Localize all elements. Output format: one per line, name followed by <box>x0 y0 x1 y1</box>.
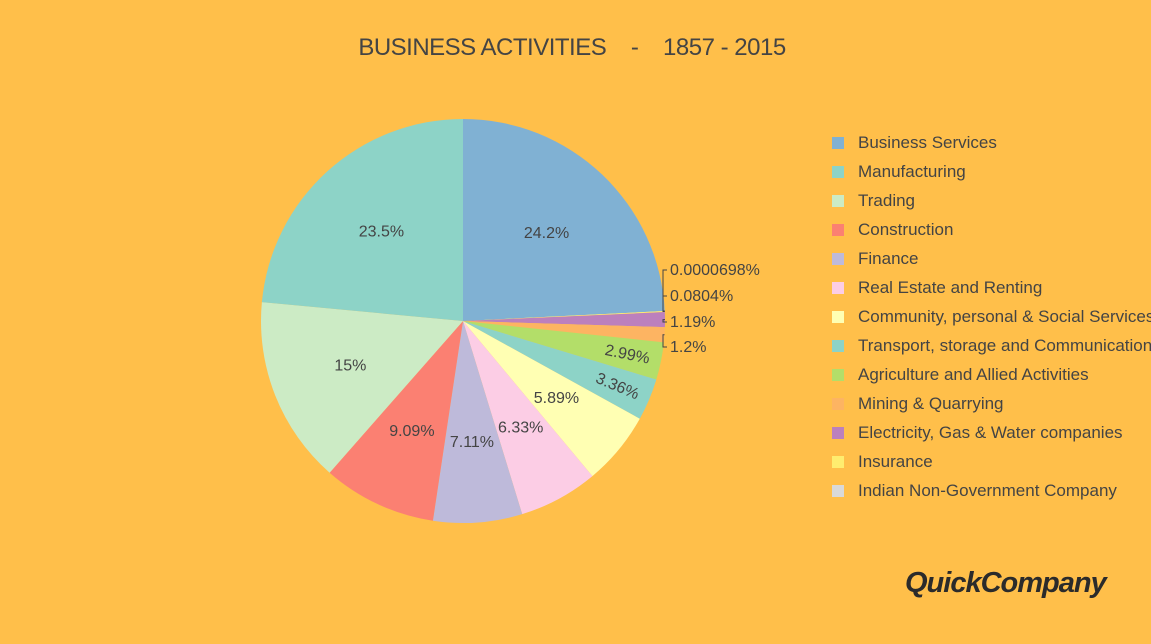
pie-slice-finance <box>432 321 523 523</box>
quickcompany-logo: QuickCompany <box>905 567 1107 599</box>
legend-item-real-estate-and-renting[interactable]: Real Estate and Renting <box>832 273 1151 302</box>
legend-swatch <box>832 281 844 294</box>
legend-swatch <box>832 455 844 468</box>
legend-item-community-personal-social-services[interactable]: Community, personal & Social Services <box>832 302 1151 331</box>
legend-item-indian-non-government-company[interactable]: Indian Non-Government Company <box>832 476 1151 505</box>
legend-swatch <box>832 136 844 149</box>
slice-label-trading: 15% <box>334 358 366 375</box>
legend-item-insurance[interactable]: Insurance <box>832 447 1151 476</box>
pie-slice-electricity-gas-water-companies <box>463 312 665 328</box>
leader-line-mining-quarrying <box>662 334 667 348</box>
legend-item-business-services[interactable]: Business Services <box>832 128 1151 157</box>
legend-label: Agriculture and Allied Activities <box>858 364 1089 384</box>
slice-label-insurance: 0.0804% <box>670 288 733 305</box>
pie-slice-construction <box>329 321 463 521</box>
legend-label: Community, personal & Social Services <box>858 306 1151 326</box>
legend-label: Finance <box>858 248 919 268</box>
legend-label: Insurance <box>858 451 933 471</box>
legend-label: Electricity, Gas & Water companies <box>858 422 1123 442</box>
pie-slice-mining-quarrying <box>463 321 665 343</box>
legend-swatch <box>832 397 844 410</box>
slice-label-business-services: 24.2% <box>524 225 569 242</box>
pie-slice-agriculture-and-allied-activities <box>463 321 664 380</box>
legend-swatch <box>832 426 844 439</box>
legend-item-trading[interactable]: Trading <box>832 186 1151 215</box>
legend-item-transport-storage-and-communications[interactable]: Transport, storage and Communications <box>832 331 1151 360</box>
legend-label: Mining & Quarrying <box>858 393 1004 413</box>
legend-swatch <box>832 368 844 381</box>
legend-label: Transport, storage and Communications <box>858 335 1151 355</box>
slice-label-community-personal-social-services: 5.89% <box>534 390 579 407</box>
slice-label-construction: 9.09% <box>389 423 434 440</box>
slice-label-finance: 7.11% <box>450 434 494 451</box>
pie-slice-trading <box>261 302 463 473</box>
pie-slice-indian-non-government-company <box>463 311 665 321</box>
legend-swatch <box>832 484 844 497</box>
legend-label: Manufacturing <box>858 161 966 181</box>
legend-swatch <box>832 223 844 236</box>
legend-item-construction[interactable]: Construction <box>832 215 1151 244</box>
legend-swatch <box>832 165 844 178</box>
legend-label: Construction <box>858 219 954 239</box>
legend-item-agriculture-and-allied-activities[interactable]: Agriculture and Allied Activities <box>832 360 1151 389</box>
slice-label-manufacturing: 23.5% <box>359 223 404 240</box>
slice-label-mining-quarrying: 1.2% <box>670 339 706 356</box>
slice-label-electricity-gas-water-companies: 1.19% <box>670 314 715 331</box>
legend-swatch <box>832 252 844 265</box>
chart-title: BUSINESS ACTIVITIES - 1857 - 2015 <box>358 34 786 61</box>
pie-slice-community-personal-social-services <box>463 321 640 477</box>
legend-label: Business Services <box>858 132 997 152</box>
legend-item-manufacturing[interactable]: Manufacturing <box>832 157 1151 186</box>
legend-swatch <box>832 194 844 207</box>
legend-label: Real Estate and Renting <box>858 277 1043 297</box>
legend-item-electricity-gas-water-companies[interactable]: Electricity, Gas & Water companies <box>832 418 1151 447</box>
pie-slice-insurance <box>463 311 665 321</box>
chart-legend: Business Services Manufacturing Trading Con… <box>832 128 1151 505</box>
leader-line-indian-non-government-company <box>662 269 667 312</box>
legend-item-mining-quarrying[interactable]: Mining & Quarrying <box>832 389 1151 418</box>
leader-line-insurance <box>662 295 667 313</box>
legend-swatch <box>832 310 844 323</box>
legend-swatch <box>832 339 844 352</box>
legend-label: Trading <box>858 190 916 210</box>
pie-slice-business-services <box>463 119 665 321</box>
pie-slice-transport-storage-and-communications <box>463 321 657 419</box>
legend-label: Indian Non-Government Company <box>858 480 1117 500</box>
slice-label-indian-non-government-company: 0.0000698% <box>670 262 760 279</box>
slice-label-real-estate-and-renting: 6.33% <box>498 420 543 437</box>
legend-item-finance[interactable]: Finance <box>832 244 1151 273</box>
leader-line-electricity-gas-water-companies <box>662 319 667 323</box>
pie-slice-manufacturing <box>261 119 463 321</box>
pie-slice-real-estate-and-renting <box>463 321 593 515</box>
